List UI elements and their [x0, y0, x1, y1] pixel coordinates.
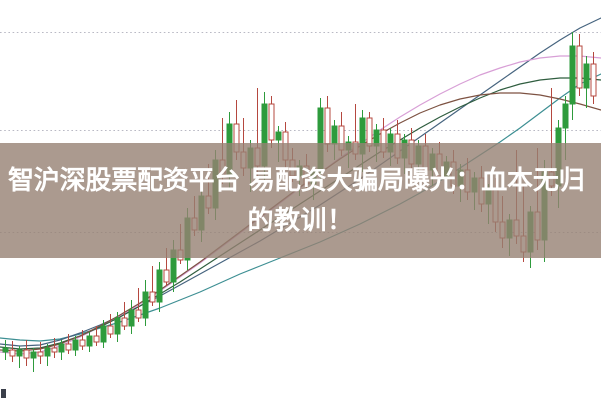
candle-38: [268, 96, 275, 148]
candle-11: [79, 330, 86, 350]
candle-12: [86, 332, 93, 352]
headline-line-2: 的教训！: [247, 205, 354, 236]
candle-9: [65, 334, 72, 354]
candle-1: [9, 341, 16, 362]
candle-19: [135, 288, 142, 322]
candle-13: [93, 326, 100, 346]
candle-18: [128, 300, 135, 334]
candle-5: [37, 342, 44, 364]
headline-line-1: 智沪深股票配资平台 易配资大骗局曝光：血本无归: [8, 165, 585, 196]
candle-6: [44, 344, 51, 366]
candle-8: [58, 340, 65, 360]
candle-20: [142, 280, 149, 326]
candle-17: [121, 302, 128, 330]
candle-16: [114, 312, 121, 342]
candle-83: [583, 56, 590, 108]
candle-2: [16, 346, 23, 368]
candle-14: [100, 320, 107, 348]
candle-81: [569, 32, 576, 120]
candle-4: [30, 348, 37, 372]
candle-84: [590, 52, 597, 104]
corner-artifact: [1, 389, 6, 398]
candle-22: [156, 262, 163, 312]
candle-0: [2, 340, 9, 360]
candle-21: [149, 266, 156, 306]
candle-3: [23, 340, 30, 366]
candle-82: [576, 34, 583, 96]
candle-7: [51, 338, 58, 358]
candle-15: [107, 314, 114, 338]
candle-10: [72, 336, 79, 356]
headline-overlay-band: 智沪深股票配资平台 易配资大骗局曝光：血本无归 的教训！: [0, 143, 601, 258]
